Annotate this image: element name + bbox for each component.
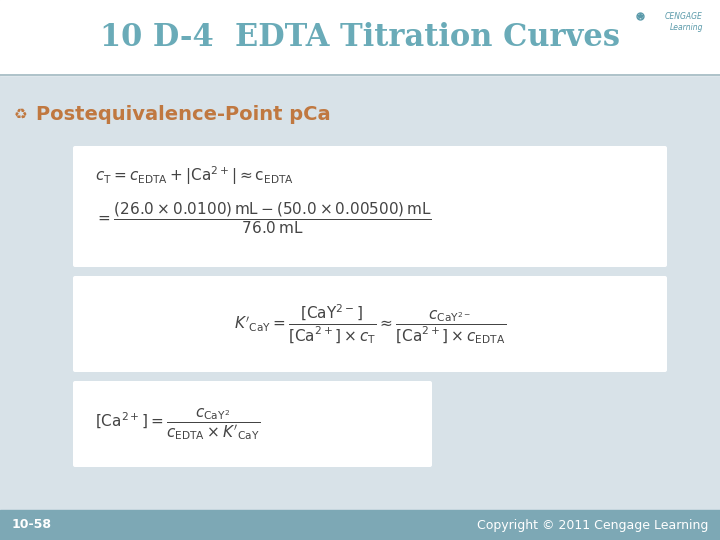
Text: $= \dfrac{(26.0 \times 0.0100)\,{\rm mL} - (50.0 \times 0.00500)\,{\rm mL}}{76.0: $= \dfrac{(26.0 \times 0.0100)\,{\rm mL}… bbox=[95, 200, 432, 236]
FancyBboxPatch shape bbox=[73, 276, 667, 372]
Bar bbox=[0, 0, 720, 75]
FancyBboxPatch shape bbox=[73, 146, 667, 267]
Text: ♻: ♻ bbox=[14, 107, 27, 123]
Text: $c_{\rm T} = c_{\rm EDTA} + |\rm Ca^{2+}| \approx c_{\rm EDTA}$: $c_{\rm T} = c_{\rm EDTA} + |\rm Ca^{2+}… bbox=[95, 165, 294, 187]
Text: Postequivalence-Point pCa: Postequivalence-Point pCa bbox=[36, 105, 330, 125]
Text: $K'_{{\rm CaY}} = \dfrac{[{\rm CaY}^{2-}]}{[{\rm Ca}^{2+}] \times c_{\rm T}} \ap: $K'_{{\rm CaY}} = \dfrac{[{\rm CaY}^{2-}… bbox=[234, 302, 506, 346]
Text: 10 D-4  EDTA Titration Curves: 10 D-4 EDTA Titration Curves bbox=[100, 22, 620, 53]
Text: $[{\rm Ca}^{2+}] = \dfrac{c_{{\rm CaY}^{2}}}{c_{\rm EDTA} \times K'_{{\rm CaY}}}: $[{\rm Ca}^{2+}] = \dfrac{c_{{\rm CaY}^{… bbox=[95, 406, 260, 442]
FancyBboxPatch shape bbox=[73, 381, 432, 467]
Text: CENGAGE
Learning: CENGAGE Learning bbox=[665, 12, 703, 32]
Text: 10-58: 10-58 bbox=[12, 518, 52, 531]
Bar bbox=[0, 510, 720, 540]
Text: Copyright © 2011 Cengage Learning: Copyright © 2011 Cengage Learning bbox=[477, 518, 708, 531]
